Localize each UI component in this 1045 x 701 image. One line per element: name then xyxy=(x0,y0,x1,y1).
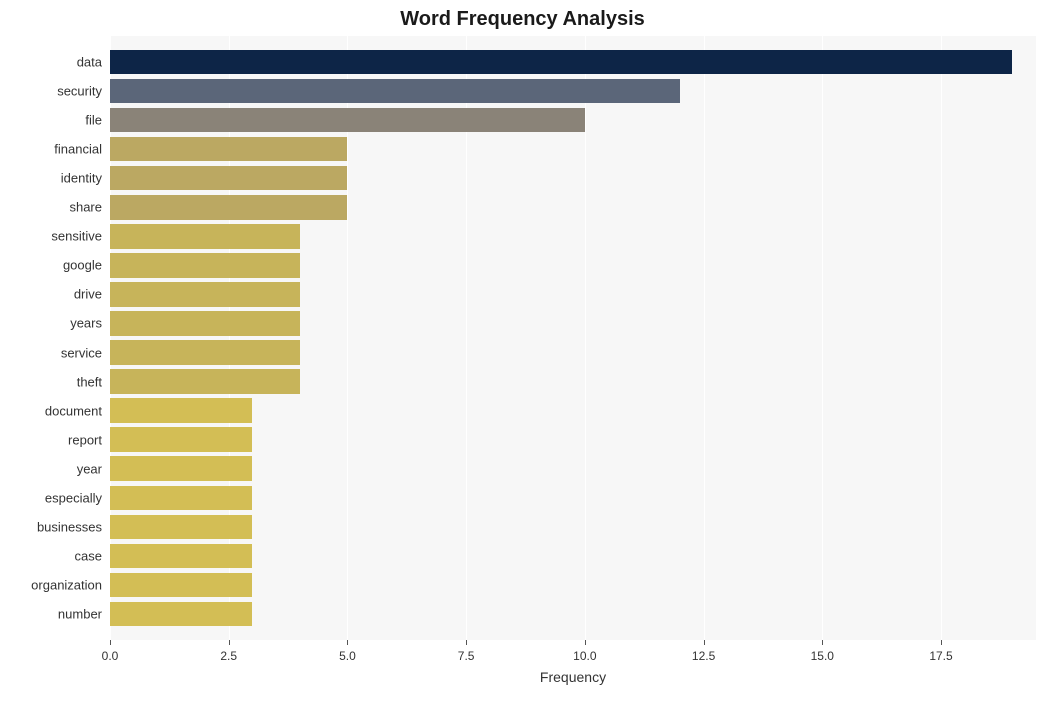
x-tick-mark xyxy=(704,640,705,645)
x-tick-mark xyxy=(466,640,467,645)
bar-report xyxy=(110,427,252,451)
bar-identity xyxy=(110,166,347,190)
x-tick-mark xyxy=(585,640,586,645)
y-tick-label: organization xyxy=(0,577,102,592)
y-tick-label: case xyxy=(0,548,102,563)
bar-number xyxy=(110,602,252,626)
x-tick-mark xyxy=(941,640,942,645)
x-tick-mark xyxy=(822,640,823,645)
x-tick-label: 5.0 xyxy=(339,649,356,663)
y-tick-label: especially xyxy=(0,490,102,505)
chart-title: Word Frequency Analysis xyxy=(0,8,1045,31)
y-tick-label: businesses xyxy=(0,519,102,534)
y-tick-label: service xyxy=(0,345,102,360)
x-tick-label: 2.5 xyxy=(220,649,237,663)
bar-security xyxy=(110,79,680,103)
y-tick-label: number xyxy=(0,606,102,621)
y-tick-label: year xyxy=(0,461,102,476)
bar-financial xyxy=(110,137,347,161)
y-tick-label: security xyxy=(0,84,102,99)
y-tick-label: years xyxy=(0,316,102,331)
x-tick-mark xyxy=(347,640,348,645)
bar-file xyxy=(110,108,585,132)
bar-google xyxy=(110,253,300,277)
x-tick-label: 0.0 xyxy=(102,649,119,663)
bar-data xyxy=(110,50,1012,74)
gridline xyxy=(822,36,823,640)
bar-years xyxy=(110,311,300,335)
gridline xyxy=(704,36,705,640)
x-tick-mark xyxy=(229,640,230,645)
x-tick-label: 7.5 xyxy=(458,649,475,663)
bar-case xyxy=(110,544,252,568)
bar-document xyxy=(110,398,252,422)
bar-especially xyxy=(110,486,252,510)
y-tick-label: document xyxy=(0,403,102,418)
bar-theft xyxy=(110,369,300,393)
gridline xyxy=(585,36,586,640)
bar-service xyxy=(110,340,300,364)
y-tick-label: google xyxy=(0,258,102,273)
y-tick-label: data xyxy=(0,55,102,70)
x-tick-label: 12.5 xyxy=(692,649,715,663)
y-tick-label: identity xyxy=(0,171,102,186)
x-tick-label: 17.5 xyxy=(929,649,952,663)
bar-year xyxy=(110,456,252,480)
x-tick-mark xyxy=(110,640,111,645)
bar-drive xyxy=(110,282,300,306)
bar-organization xyxy=(110,573,252,597)
y-tick-label: financial xyxy=(0,142,102,157)
plot-area xyxy=(110,36,1036,640)
y-tick-label: sensitive xyxy=(0,229,102,244)
y-tick-label: report xyxy=(0,432,102,447)
y-tick-label: file xyxy=(0,113,102,128)
bar-sensitive xyxy=(110,224,300,248)
x-tick-label: 15.0 xyxy=(811,649,834,663)
gridline xyxy=(941,36,942,640)
y-tick-label: share xyxy=(0,200,102,215)
y-tick-label: drive xyxy=(0,287,102,302)
bar-share xyxy=(110,195,347,219)
bar-businesses xyxy=(110,515,252,539)
word-frequency-chart: Word Frequency Analysis Frequency data se… xyxy=(0,0,1045,701)
x-tick-label: 10.0 xyxy=(573,649,596,663)
y-tick-label: theft xyxy=(0,374,102,389)
x-axis-label: Frequency xyxy=(110,669,1036,685)
